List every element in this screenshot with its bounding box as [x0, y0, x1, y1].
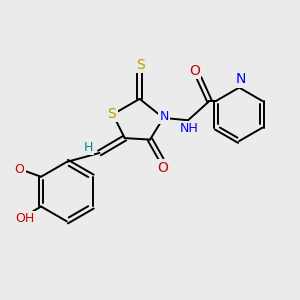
Text: S: S: [108, 107, 116, 121]
Text: O: O: [157, 161, 168, 175]
Text: O: O: [189, 64, 200, 78]
Text: N: N: [160, 110, 169, 123]
Text: H: H: [83, 141, 93, 154]
Text: NH: NH: [180, 122, 199, 135]
Text: N: N: [236, 72, 246, 86]
Text: S: S: [136, 58, 145, 72]
Text: O: O: [14, 163, 24, 176]
Text: OH: OH: [16, 212, 35, 225]
